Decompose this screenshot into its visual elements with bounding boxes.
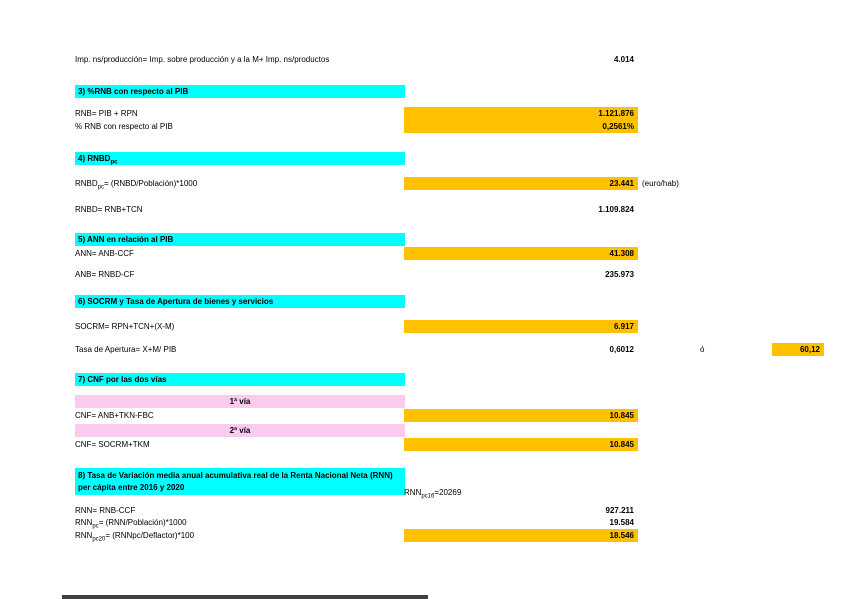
rnn-pc-label-post: = (RNN/Población)*1000 (98, 518, 187, 527)
value-cell-rnn-pc[interactable]: 19.584 (609, 518, 634, 527)
rnbd-pc-label-pre: RNBD (75, 179, 98, 188)
side-note-post: =20269 (434, 488, 462, 497)
section-header-8-tasa-variacion-rnn[interactable]: 8) Tasa de Variación media anual acumula… (75, 468, 405, 495)
section-header-6-socrm-apertura[interactable]: 6) SOCRM y Tasa de Apertura de bienes y … (75, 295, 405, 308)
or-connector-label: ó (700, 345, 705, 354)
formula-label-rnbd[interactable]: RNBD= RNB+TCN (75, 205, 143, 214)
rnn-pc-label-pre: RNN (75, 518, 93, 527)
formula-label-cnf-via2[interactable]: CNF= SOCRM+TKM (75, 440, 150, 449)
formula-label-tasa-apertura[interactable]: Tasa de Apertura= X+M/ PIB (75, 345, 177, 354)
unit-label-euro-hab: (euro/hab) (642, 179, 679, 188)
via1-header[interactable]: 1ª vía (75, 395, 405, 408)
formula-label-pct-rnb[interactable]: % RNB con respecto al PIB (75, 122, 173, 131)
value-cell-rnn[interactable]: 927.211 (605, 506, 634, 515)
value-cell-pct-rnb[interactable]: 0,2561% (404, 120, 638, 133)
formula-label-rnn[interactable]: RNN= RNB-CCF (75, 506, 136, 515)
side-note-rnn-pc16[interactable]: RNNpc16=20269 (404, 486, 462, 500)
side-note-pre: RNN (404, 488, 422, 497)
formula-label-anb[interactable]: ANB= RNBD-CF (75, 270, 135, 279)
formula-label-rnbd-pc[interactable]: RNBDpc= (RNBD/Población)*1000 (75, 177, 198, 191)
value-cell-cnf-via1[interactable]: 10.845 (404, 409, 638, 422)
section-4-title-subscript: pc (110, 159, 118, 166)
rnn-pc20-label-post: = (RNNpc/Deflactor)*100 (105, 531, 195, 540)
formula-label-cnf-via1[interactable]: CNF= ANB+TKN-FBC (75, 411, 154, 420)
section-header-7-cnf[interactable]: 7) CNF por las dos vías (75, 373, 405, 386)
value-cell-rnbd[interactable]: 1.109.824 (598, 205, 634, 214)
rnn-pc-label-sub: pc (92, 523, 99, 530)
formula-label-imp-ns-produccion[interactable]: Imp. ns/producción= Imp. sobre producció… (75, 55, 330, 64)
formula-label-ann[interactable]: ANN= ANB-CCF (75, 249, 134, 258)
value-cell-rnbd-pc[interactable]: 23.441 (404, 177, 638, 190)
formula-label-rnn-pc20[interactable]: RNNpc20= (RNNpc/Deflactor)*100 (75, 529, 195, 543)
value-cell-anb[interactable]: 235.973 (605, 270, 634, 279)
side-note-sub: pc16 (421, 493, 435, 500)
formula-label-socrm[interactable]: SOCRM= RPN+TCN+(X-M) (75, 322, 175, 331)
rnbd-pc-label-sub: pc (97, 184, 105, 191)
rnbd-pc-label-post: = (RNBD/Población)*1000 (104, 179, 198, 188)
rnn-pc20-label-pre: RNN (75, 531, 93, 540)
section-header-4-rnbd-pc[interactable]: 4) RNBDpc (75, 152, 405, 166)
formula-label-rnn-pc[interactable]: RNNpc= (RNN/Población)*1000 (75, 516, 187, 530)
section-header-3-rnb-pib[interactable]: 3) %RNB con respecto al PIB (75, 85, 405, 98)
section-4-title-text: 4) RNBD (78, 154, 111, 163)
value-cell-socrm[interactable]: 6.917 (404, 320, 638, 333)
value-cell-rnn-pc20[interactable]: 18.546 (404, 529, 638, 542)
rnn-pc20-label-sub: pc20 (92, 536, 106, 543)
value-cell-rnb[interactable]: 1.121.876 (404, 107, 638, 120)
value-cell-cnf-via2[interactable]: 10.845 (404, 438, 638, 451)
value-cell-tasa-apertura-pct[interactable]: 60,12 (772, 343, 824, 356)
value-cell-imp-ns-produccion[interactable]: 4.014 (613, 55, 634, 64)
section-header-5-ann-pib[interactable]: 5) ANN en relación al PIB (75, 233, 405, 246)
via2-header[interactable]: 2ª vía (75, 424, 405, 437)
value-cell-ann[interactable]: 41.308 (404, 247, 638, 260)
formula-label-rnb[interactable]: RNB= PIB + RPN (75, 109, 138, 118)
window-bottom-edge (62, 595, 428, 599)
value-cell-tasa-apertura[interactable]: 0,6012 (609, 345, 634, 354)
